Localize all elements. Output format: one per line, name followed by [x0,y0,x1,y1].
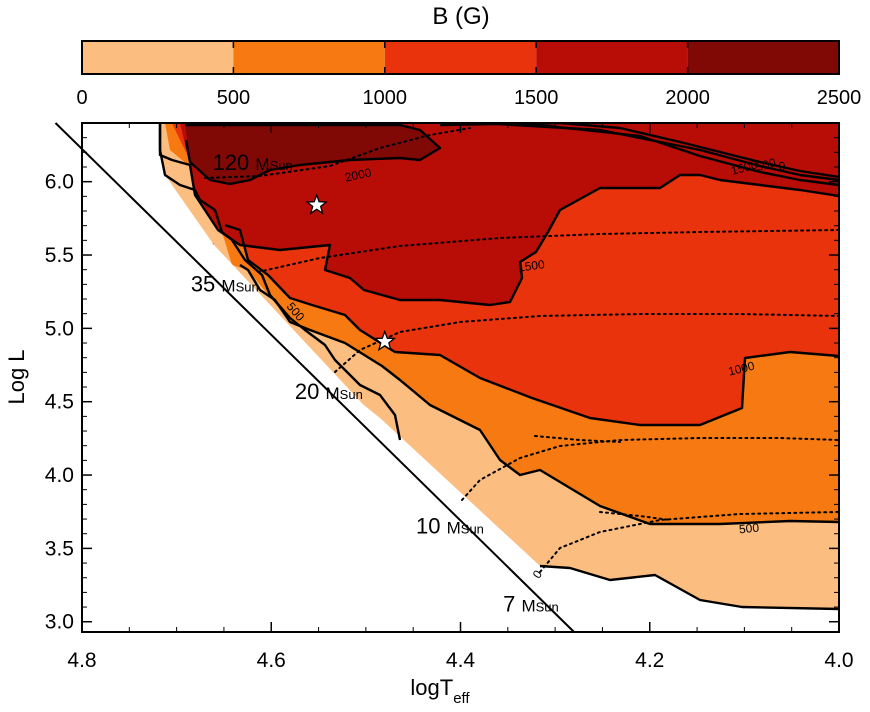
zams-mask [82,123,576,632]
x-tick-label: 4.4 [446,649,476,672]
y-tick-label: 5.0 [45,317,74,340]
contour-left-edge [158,123,402,441]
contour-1500 [158,123,839,307]
y-axis-ticks: 3.0 3.5 4.0 4.5 5.0 5.5 6.0 [45,122,839,634]
mass-label-7: 7 MSun [503,591,559,616]
contour-label: 0 [530,567,545,581]
track-35 [257,229,839,273]
x-label-main: logT [410,675,453,700]
contour-top-right-b [479,123,839,182]
colorbar-swatch-4 [687,41,839,74]
colorbar-tick-label: 500 [217,87,250,109]
x-label-sub: eff [453,690,470,707]
mass-unit: M [521,596,535,615]
y-tick-label: 4.5 [45,391,74,414]
contour-label: 1000 [727,359,757,379]
track-10 [461,437,839,501]
contour-label: 2000 [344,165,373,184]
colorbar-swatches [82,41,839,74]
track-120 [204,127,471,179]
mass-unit: M [326,384,340,403]
mass-number: 20 [295,379,326,404]
mass-subscript: Sun [461,522,484,537]
contour-2000 [184,123,442,186]
mass-label-10: 10 MSun [416,514,484,539]
contour-label: 1500 [517,257,546,275]
colorbar-ticks: 0 500 1000 1500 2000 2500 [76,41,861,109]
mass-number: 7 [503,591,521,616]
contour-label: 500 [738,521,759,537]
colorbar-tick-label: 2500 [817,87,862,109]
mass-label-120: 120 MSun [213,150,293,175]
contour-label: 0 [778,159,787,174]
colorbar-tick-label: 1500 [514,87,559,109]
track-10b [534,435,621,443]
colorbar-swatch-3 [536,41,688,74]
contour-0 [539,564,839,611]
zams-line [54,122,575,633]
y-tick-label: 3.5 [45,537,74,560]
colorbar-tick-label: 2000 [665,87,710,109]
colorbar-title: B (G) [432,3,489,30]
y-tick-label: 4.0 [45,464,74,487]
mass-unit: M [447,519,461,538]
x-tick-label: 4.6 [257,649,286,672]
star-marker-1 [373,329,397,352]
mass-unit: M [221,277,235,296]
mass-number: 10 [416,514,447,539]
y-tick-label: 5.5 [45,244,74,267]
y-tick-label: 6.0 [45,171,74,194]
track-20 [334,313,839,373]
colorbar-swatch-0 [82,41,234,74]
contour-top-right-c [519,123,839,187]
contour-1000 [224,223,839,427]
colorbar: B (G) 0 500 1000 1500 2000 2500 [76,3,861,109]
mass-subscript: Sun [340,387,363,402]
colorbar-tick-label: 0 [76,87,87,109]
x-tick-label: 4.2 [635,649,664,672]
colorbar-tick-label: 1000 [363,87,408,109]
star-marker-0 [305,193,328,215]
mass-number: 120 [213,150,256,175]
track-7b [599,511,671,521]
contour-label: 500 [754,155,777,174]
y-tick-label: 3.0 [45,611,74,634]
mass-number: 35 [191,272,222,297]
contour-label: 1500 [729,157,759,178]
stars [305,193,397,352]
mass-label-20: 20 MSun [295,379,363,404]
x-axis-label: logTeff [410,675,470,707]
x-tick-label: 4.8 [67,649,96,672]
x-tick-label: 4.0 [824,649,853,672]
y-axis-label: Log L [4,349,29,404]
colorbar-swatch-1 [233,41,385,74]
band-1500-2000 [180,123,839,305]
band-2000-2500 [185,123,440,184]
colorbar-swatch-2 [384,41,537,74]
mass-subscript: Sun [536,599,559,614]
evolutionary-tracks [204,127,839,573]
mass-unit: M [255,155,269,174]
mass-subscript: Sun [270,158,293,173]
b-field-contours: 2000150010005001000500015005000 [82,123,839,632]
track-7 [539,511,839,573]
contour-lines [158,123,839,611]
colorbar-frame [81,40,840,75]
x-axis-ticks: 4.8 4.6 4.4 4.2 4.0 [67,123,854,672]
mass-label-35: 35 MSun [191,272,259,297]
mass-subscript: Sun [236,280,259,295]
